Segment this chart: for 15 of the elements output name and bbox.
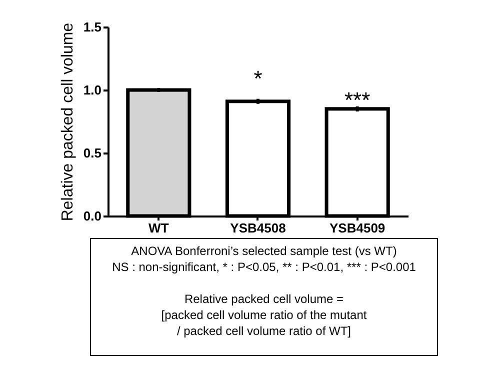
annotation: *** <box>344 87 371 112</box>
x-tick-label: YSB4509 <box>330 220 386 236</box>
annotation: * <box>254 66 263 91</box>
y-axis-title: Relative packed cell volume <box>59 22 76 222</box>
x-tick-label: WT <box>148 220 169 236</box>
text: [packed cell volume ratio of the mutant <box>160 307 368 323</box>
y-tick-label: 0.5 <box>83 146 102 160</box>
text: NS : non-significant, * : P<0.05, ** : P<0.01, *** : P<0.001 <box>111 259 417 275</box>
y-tick-label: 1.5 <box>83 20 102 34</box>
y-tick-label: 1.0 <box>83 82 102 98</box>
text: / packed cell volume ratio of WT] <box>176 323 352 339</box>
text: ANOVA Bonferroni’s selected sample test (vs WT) <box>130 243 398 259</box>
text: Relative packed cell volume = <box>183 291 345 307</box>
x-tick-label: YSB4508 <box>230 220 286 236</box>
y-tick-label: 0.0 <box>83 208 102 224</box>
